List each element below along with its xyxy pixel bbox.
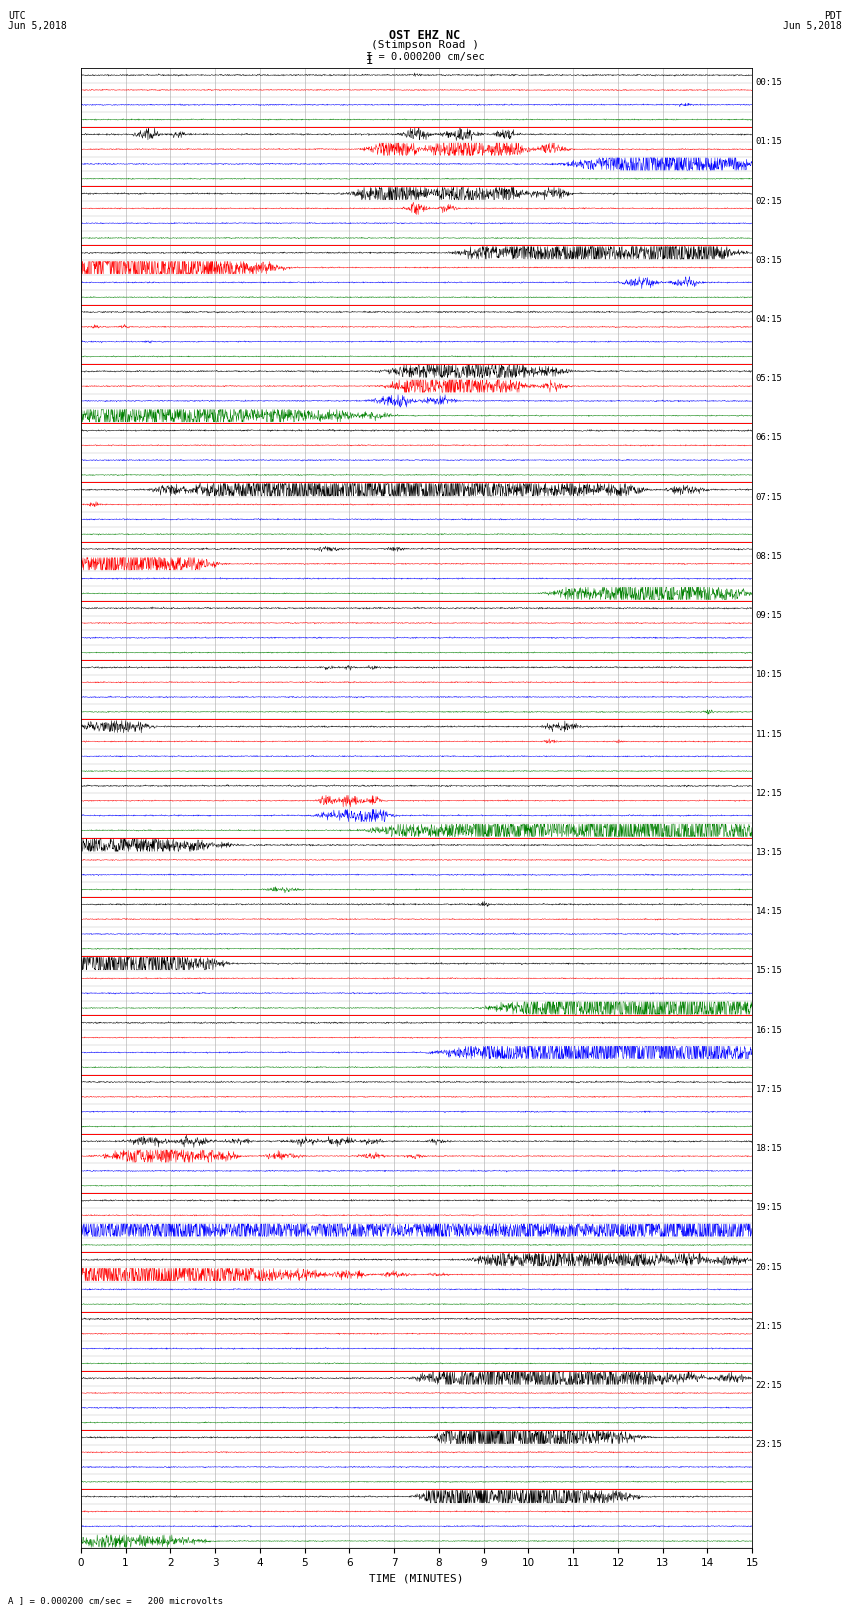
- Text: OST EHZ NC: OST EHZ NC: [389, 29, 461, 42]
- Text: 04:15: 04:15: [756, 315, 783, 324]
- Text: UTC: UTC: [8, 11, 26, 21]
- Text: 19:15: 19:15: [756, 1203, 783, 1213]
- Text: 06:15: 06:15: [756, 434, 783, 442]
- Text: 20:15: 20:15: [756, 1263, 783, 1271]
- Text: 18:15: 18:15: [756, 1144, 783, 1153]
- Text: 03:15: 03:15: [756, 256, 783, 265]
- Text: 01:15: 01:15: [756, 137, 783, 147]
- Text: 21:15: 21:15: [756, 1323, 783, 1331]
- Text: Jun 5,2018: Jun 5,2018: [783, 21, 842, 31]
- Text: (Stimpson Road ): (Stimpson Road ): [371, 40, 479, 50]
- Text: PDT: PDT: [824, 11, 842, 21]
- Text: A ] = 0.000200 cm/sec =   200 microvolts: A ] = 0.000200 cm/sec = 200 microvolts: [8, 1595, 224, 1605]
- Text: 16:15: 16:15: [756, 1026, 783, 1034]
- Text: 15:15: 15:15: [756, 966, 783, 976]
- Text: Jun 5,2018: Jun 5,2018: [8, 21, 67, 31]
- Text: 02:15: 02:15: [756, 197, 783, 205]
- Text: 17:15: 17:15: [756, 1086, 783, 1094]
- Text: 14:15: 14:15: [756, 907, 783, 916]
- Text: 11:15: 11:15: [756, 729, 783, 739]
- Text: 10:15: 10:15: [756, 671, 783, 679]
- X-axis label: TIME (MINUTES): TIME (MINUTES): [369, 1574, 464, 1584]
- Text: 12:15: 12:15: [756, 789, 783, 798]
- Text: 09:15: 09:15: [756, 611, 783, 619]
- Text: 13:15: 13:15: [756, 848, 783, 857]
- Text: 07:15: 07:15: [756, 492, 783, 502]
- Text: 08:15: 08:15: [756, 552, 783, 561]
- Text: 22:15: 22:15: [756, 1381, 783, 1390]
- Text: 23:15: 23:15: [756, 1440, 783, 1450]
- Text: 05:15: 05:15: [756, 374, 783, 384]
- Text: I = 0.000200 cm/sec: I = 0.000200 cm/sec: [366, 52, 484, 61]
- Text: 00:15: 00:15: [756, 77, 783, 87]
- Text: I: I: [366, 53, 373, 68]
